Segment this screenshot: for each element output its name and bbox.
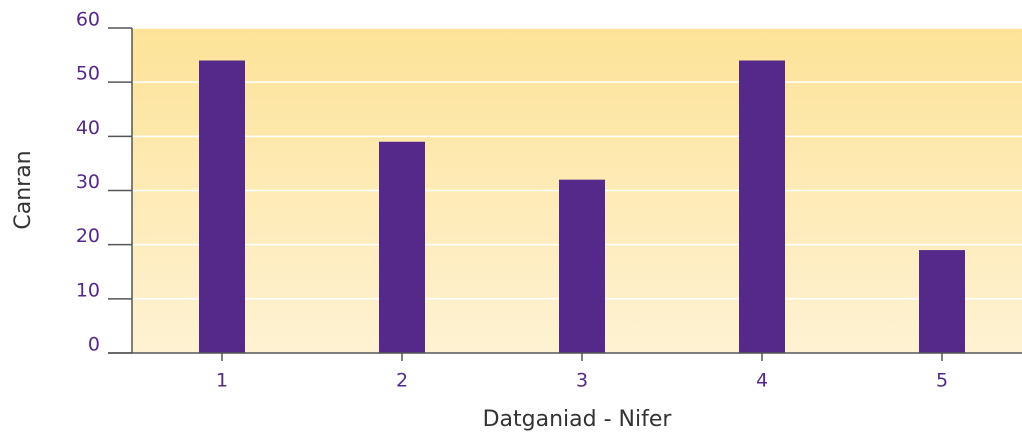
bar xyxy=(379,141,425,353)
bar xyxy=(919,250,965,353)
y-tick-label: 10 xyxy=(76,279,100,301)
y-tick-label: 30 xyxy=(76,171,100,193)
y-tick-label: 40 xyxy=(76,117,100,139)
x-tick-label: 2 xyxy=(396,370,408,392)
y-axis-label: Canran xyxy=(11,150,36,229)
x-tick-label: 3 xyxy=(576,370,588,392)
x-tick-label: 4 xyxy=(756,370,768,392)
bar xyxy=(559,179,605,353)
y-tick-label: 60 xyxy=(76,9,100,31)
bar xyxy=(199,60,245,353)
y-tick-label: 50 xyxy=(76,63,100,85)
x-tick-label: 5 xyxy=(936,370,948,392)
y-tick-label: 20 xyxy=(76,225,100,247)
x-axis-label: Datganiad - Nifer xyxy=(483,407,673,432)
x-tick-label: 1 xyxy=(216,370,228,392)
y-tick-label: 0 xyxy=(88,334,100,356)
bar xyxy=(739,60,785,353)
